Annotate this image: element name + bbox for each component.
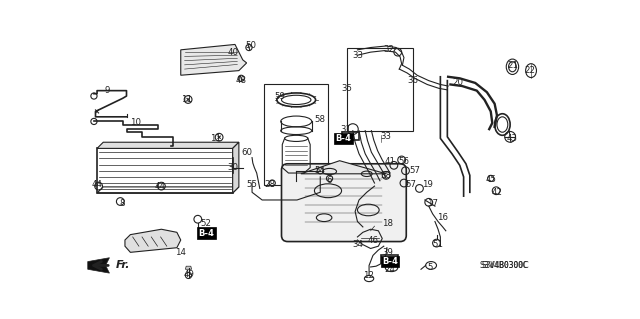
Text: 44: 44: [154, 182, 165, 191]
Text: 41: 41: [385, 157, 396, 166]
Text: 22: 22: [524, 66, 535, 75]
Text: 34: 34: [352, 240, 363, 249]
Text: 10: 10: [131, 118, 141, 128]
Text: 38: 38: [381, 171, 392, 180]
Text: 39: 39: [382, 248, 393, 257]
Text: 20: 20: [452, 78, 464, 87]
Bar: [264, 85, 328, 185]
Text: 12: 12: [363, 271, 374, 280]
Text: 59: 59: [275, 92, 285, 100]
Text: 44: 44: [92, 180, 102, 189]
Text: 60: 60: [241, 148, 252, 157]
Text: 19: 19: [422, 180, 433, 189]
Text: 46: 46: [367, 235, 378, 245]
Text: 43: 43: [507, 134, 518, 143]
Text: 40: 40: [228, 48, 239, 57]
Text: 57: 57: [410, 166, 420, 175]
Text: 58: 58: [315, 115, 326, 124]
Text: 45: 45: [485, 175, 496, 184]
Text: 5: 5: [428, 263, 433, 272]
Text: S3V4B0300C: S3V4B0300C: [481, 261, 528, 270]
Text: 49: 49: [183, 270, 194, 279]
FancyBboxPatch shape: [282, 164, 406, 241]
Bar: [97, 148, 233, 193]
Text: 21: 21: [507, 61, 518, 70]
Text: 51: 51: [433, 240, 444, 249]
Text: 11: 11: [182, 95, 193, 104]
Text: 33: 33: [352, 51, 363, 60]
Polygon shape: [88, 258, 109, 273]
Text: 55: 55: [246, 180, 257, 189]
Text: B-4: B-4: [335, 134, 351, 143]
Text: 57: 57: [405, 180, 417, 189]
Text: Fr.: Fr.: [116, 260, 130, 271]
Text: 56: 56: [399, 157, 410, 166]
Text: 8: 8: [120, 199, 125, 208]
Bar: [342, 132, 359, 140]
Text: 17: 17: [427, 199, 438, 208]
Text: 11: 11: [210, 134, 221, 143]
Text: 16: 16: [437, 213, 448, 222]
Text: 42: 42: [492, 188, 502, 197]
Polygon shape: [186, 266, 191, 269]
Polygon shape: [301, 161, 386, 174]
Text: B-4: B-4: [382, 257, 398, 266]
Text: 54: 54: [315, 166, 326, 175]
Polygon shape: [125, 229, 180, 252]
Text: 18: 18: [382, 219, 393, 227]
Text: 36: 36: [408, 76, 419, 85]
Text: 14: 14: [175, 248, 186, 257]
Text: 30: 30: [227, 163, 238, 172]
Text: 31: 31: [340, 125, 351, 134]
Text: B-4: B-4: [198, 229, 214, 238]
Polygon shape: [180, 44, 246, 75]
Text: 33: 33: [381, 132, 392, 141]
Text: 9: 9: [104, 86, 110, 95]
Text: 35: 35: [342, 84, 353, 93]
Text: 52: 52: [201, 219, 212, 227]
Text: 50: 50: [245, 41, 256, 50]
Bar: [381, 256, 397, 263]
Text: 6: 6: [327, 176, 332, 185]
Bar: [348, 48, 413, 131]
Text: 28: 28: [264, 180, 275, 189]
Polygon shape: [233, 142, 239, 193]
Text: 24: 24: [385, 265, 396, 274]
Text: 32: 32: [383, 45, 394, 54]
Text: 48: 48: [236, 76, 246, 85]
Polygon shape: [97, 142, 239, 148]
Text: S3V4B0300C: S3V4B0300C: [480, 261, 529, 270]
